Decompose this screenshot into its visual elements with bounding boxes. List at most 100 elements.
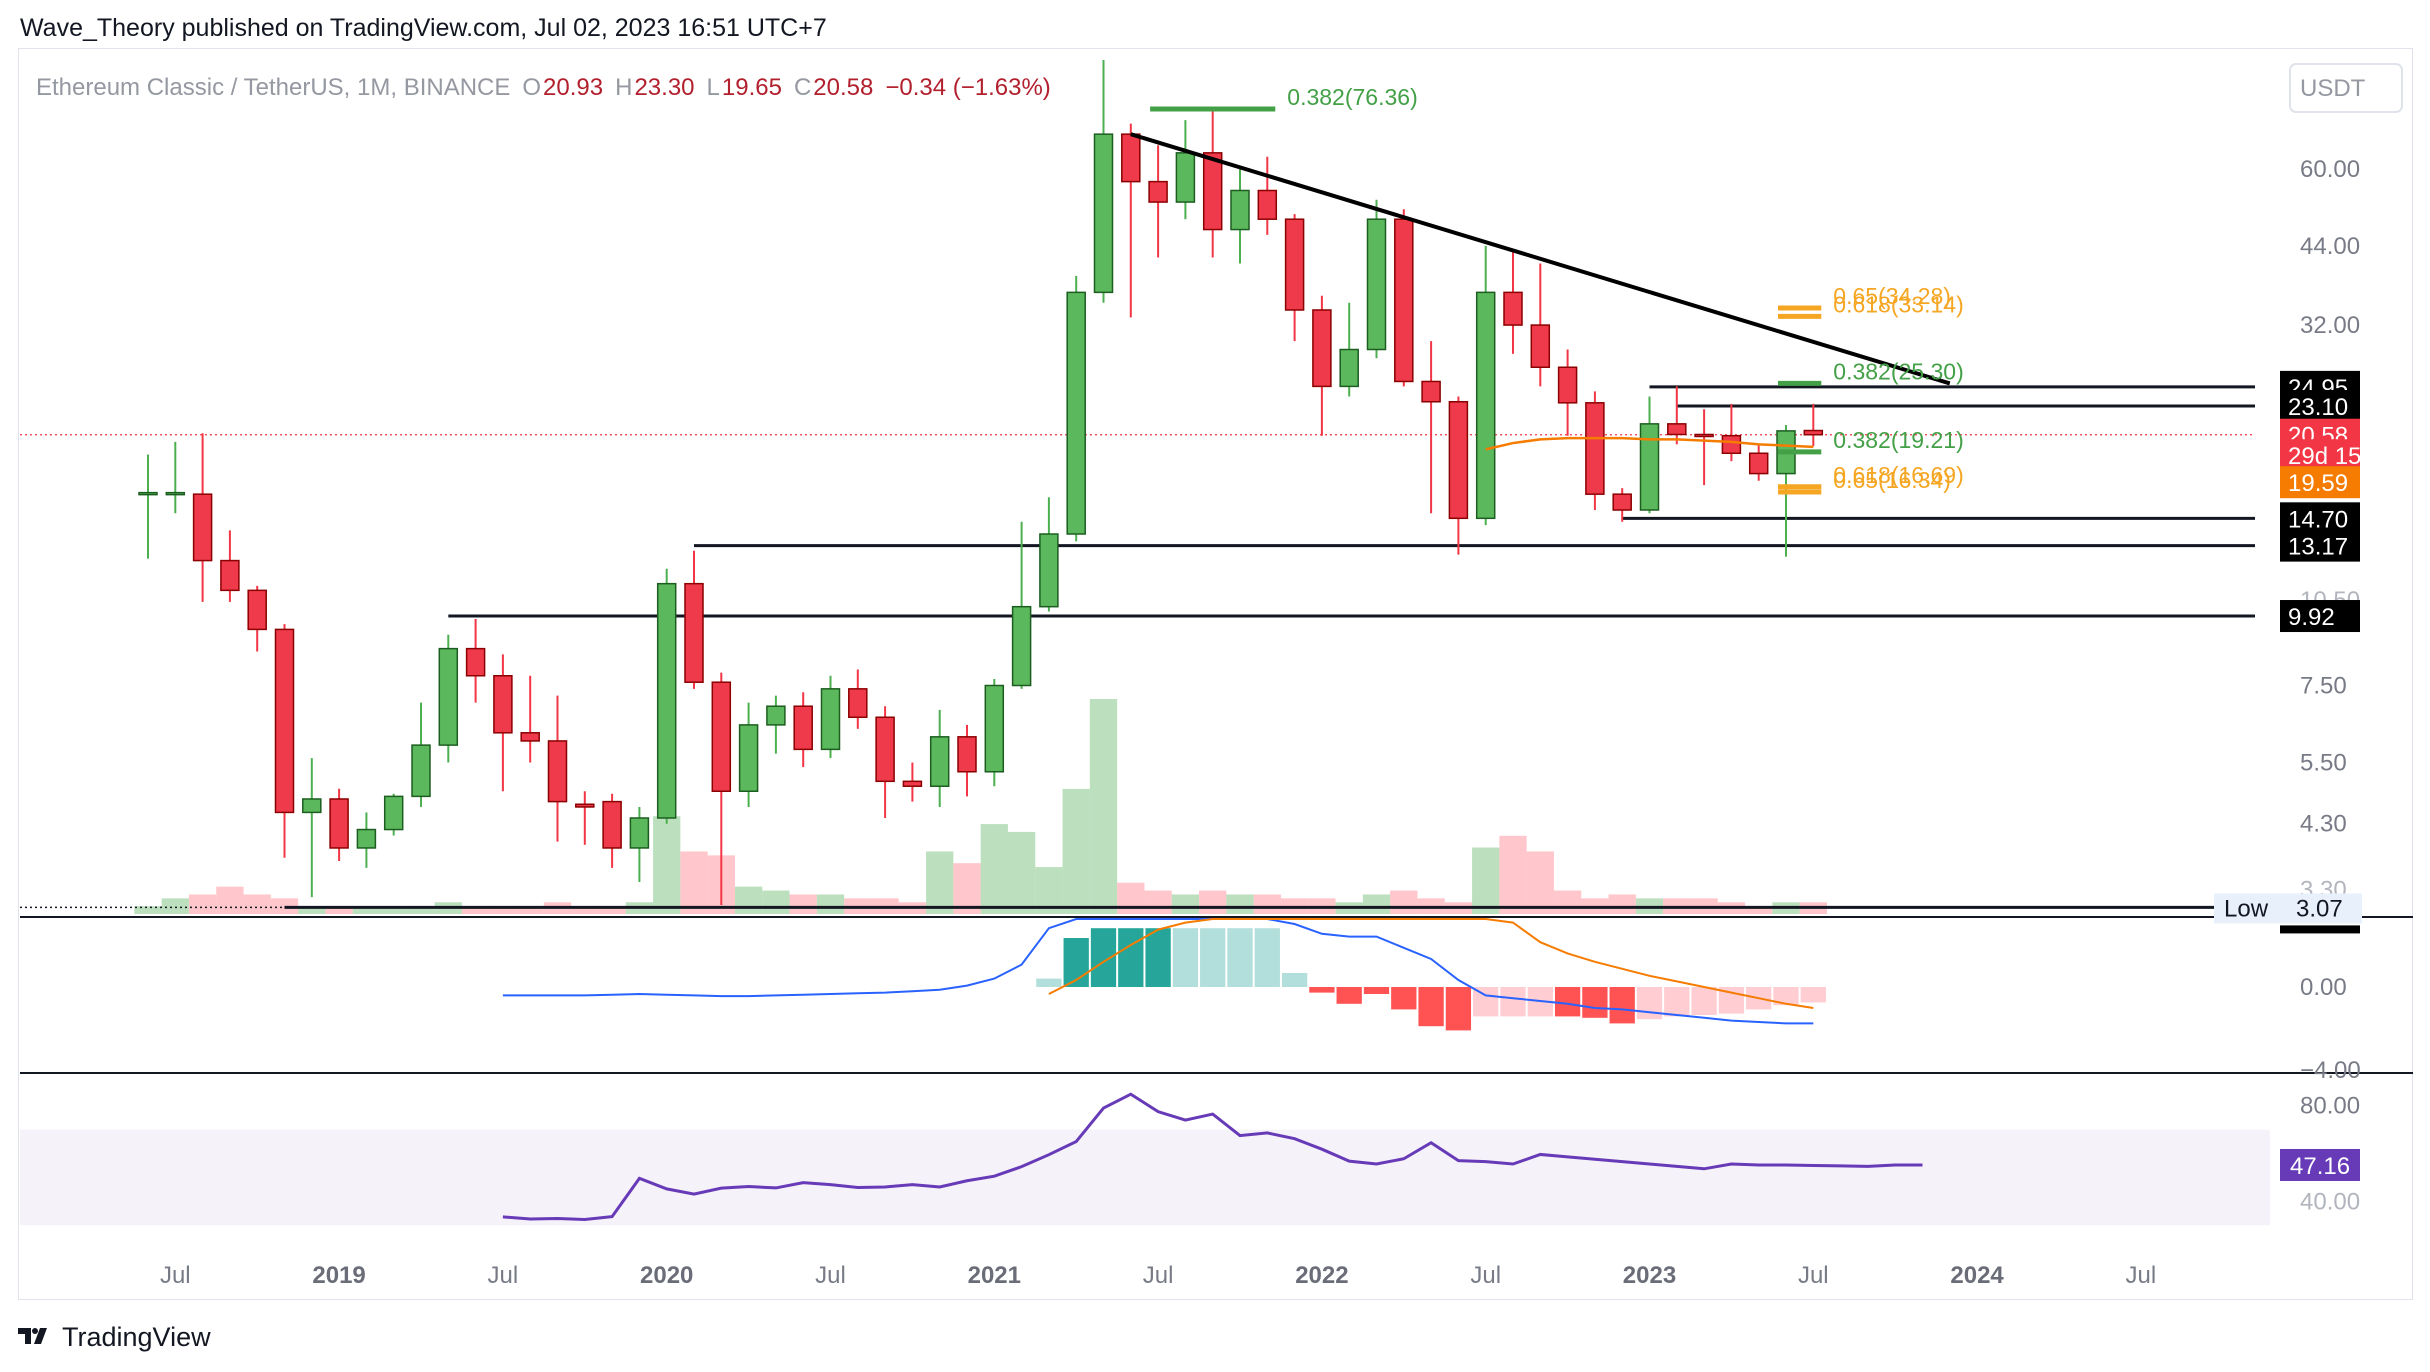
macd-histogram-bar — [1691, 987, 1717, 1015]
candle-body[interactable] — [848, 688, 868, 719]
candle-body[interactable] — [1557, 366, 1578, 404]
candle-body[interactable] — [465, 647, 486, 677]
price-badge-text: 19.59 — [2288, 470, 2348, 497]
candle-body[interactable] — [329, 798, 349, 849]
volume-bar — [1499, 835, 1527, 914]
candle-body[interactable] — [738, 724, 759, 793]
candle-body[interactable] — [1694, 433, 1714, 438]
legend-low: 19.65 — [722, 74, 782, 101]
fib-level-label: 0.382(25.30) — [1833, 358, 1963, 384]
candle-body[interactable] — [1612, 493, 1632, 511]
candle-body[interactable] — [247, 589, 267, 631]
candle-body[interactable] — [356, 828, 377, 849]
candle-body[interactable] — [1284, 218, 1305, 311]
candle-body[interactable] — [1148, 180, 1168, 203]
macd-histogram-bar — [1418, 987, 1444, 1027]
legend-high: 23.30 — [634, 74, 694, 101]
candle-body[interactable] — [656, 582, 677, 819]
currency-label: USDT — [2300, 75, 2366, 102]
macd-histogram-bar — [1473, 987, 1499, 1017]
candle-body[interactable] — [274, 628, 295, 814]
candle-body[interactable] — [820, 688, 841, 751]
macd-histogram-bar — [1636, 987, 1663, 1020]
candle-body[interactable] — [1721, 434, 1742, 455]
time-axis-label: 2019 — [312, 1262, 365, 1289]
fib-level-label: 0.382(19.21) — [1833, 427, 1963, 453]
volume-bar — [1362, 894, 1391, 914]
candle-body[interactable] — [793, 705, 813, 751]
candle-body[interactable] — [220, 559, 240, 592]
trendline[interactable] — [1130, 132, 1951, 386]
candle-body[interactable] — [1421, 380, 1441, 403]
macd-histogram-bar — [1664, 987, 1690, 1017]
candle-body[interactable] — [1667, 423, 1687, 436]
price-axis-tick: 5.50 — [2300, 750, 2347, 777]
fib-level-label: 0.382(76.36) — [1287, 84, 1417, 110]
candle-body[interactable] — [602, 800, 622, 849]
fib-level-label: 0.618(33.14) — [1833, 291, 1963, 317]
candle-body[interactable] — [138, 491, 158, 496]
candle-body[interactable] — [1257, 189, 1278, 220]
rsi-line — [502, 1092, 1923, 1221]
publisher-header: Wave_Theory published on TradingView.com… — [20, 14, 827, 42]
candle-body[interactable] — [766, 705, 786, 726]
candle-body[interactable] — [547, 740, 568, 803]
candle-body[interactable] — [520, 732, 540, 742]
candle-body[interactable] — [1585, 402, 1605, 495]
volume-bar — [1199, 890, 1227, 914]
candle-body[interactable] — [1011, 605, 1032, 687]
candle-body[interactable] — [411, 744, 431, 798]
rsi-axis-tick-partial: 40.00 — [2300, 1188, 2360, 1215]
macd-histogram-bar — [1227, 928, 1253, 987]
candle-body[interactable] — [684, 582, 704, 683]
candle-body[interactable] — [1121, 133, 1141, 183]
candle-body[interactable] — [957, 736, 977, 773]
candle-body[interactable] — [1066, 291, 1086, 535]
volume-bar — [1390, 890, 1418, 914]
chart-frame[interactable] — [18, 48, 2413, 1300]
candle-body[interactable] — [1312, 309, 1332, 388]
volume-bar — [1171, 894, 1200, 914]
candle-body[interactable] — [1202, 152, 1223, 231]
candle-body[interactable] — [902, 780, 923, 787]
volume-bar — [461, 906, 490, 914]
candle-body[interactable] — [1803, 429, 1824, 436]
candle-body[interactable] — [984, 684, 1005, 773]
volume-bar — [216, 886, 244, 914]
candle-body[interactable] — [1475, 291, 1496, 520]
price-badge — [2280, 600, 2360, 633]
candle-body[interactable] — [929, 736, 950, 787]
price-badge — [2280, 529, 2360, 562]
currency-badge[interactable] — [2289, 63, 2403, 113]
price-badge — [2280, 502, 2360, 535]
candle-body[interactable] — [1230, 189, 1250, 231]
candle-body[interactable] — [1039, 533, 1059, 608]
macd-line — [502, 918, 1814, 1025]
rsi-band — [20, 1129, 2270, 1226]
candle-body[interactable] — [302, 798, 322, 814]
candle-body[interactable] — [1339, 348, 1359, 388]
tradingview-footer[interactable]: TradingView — [18, 1322, 211, 1353]
candle-body[interactable] — [575, 803, 595, 808]
candle-body[interactable] — [1175, 152, 1196, 203]
candle-body[interactable] — [875, 716, 895, 783]
candle-body[interactable] — [192, 493, 213, 562]
candle-body[interactable] — [711, 681, 732, 793]
legend-o-label: O — [522, 74, 541, 101]
candle-body[interactable] — [165, 491, 186, 496]
candle-body[interactable] — [438, 647, 459, 746]
time-axis-label: Jul — [2126, 1262, 2157, 1289]
candle-body[interactable] — [493, 675, 513, 734]
candle-body[interactable] — [629, 817, 650, 849]
candle-body[interactable] — [1530, 324, 1551, 369]
candle-body[interactable] — [1093, 133, 1114, 294]
candle-body[interactable] — [1639, 423, 1660, 511]
candle-body[interactable] — [383, 795, 404, 831]
volume-bar — [516, 906, 544, 914]
candle-body[interactable] — [1366, 218, 1387, 351]
candle-body[interactable] — [1748, 452, 1769, 475]
candle-body[interactable] — [1503, 291, 1523, 326]
candle-body[interactable] — [1448, 401, 1469, 520]
candle-body[interactable] — [1394, 218, 1414, 383]
